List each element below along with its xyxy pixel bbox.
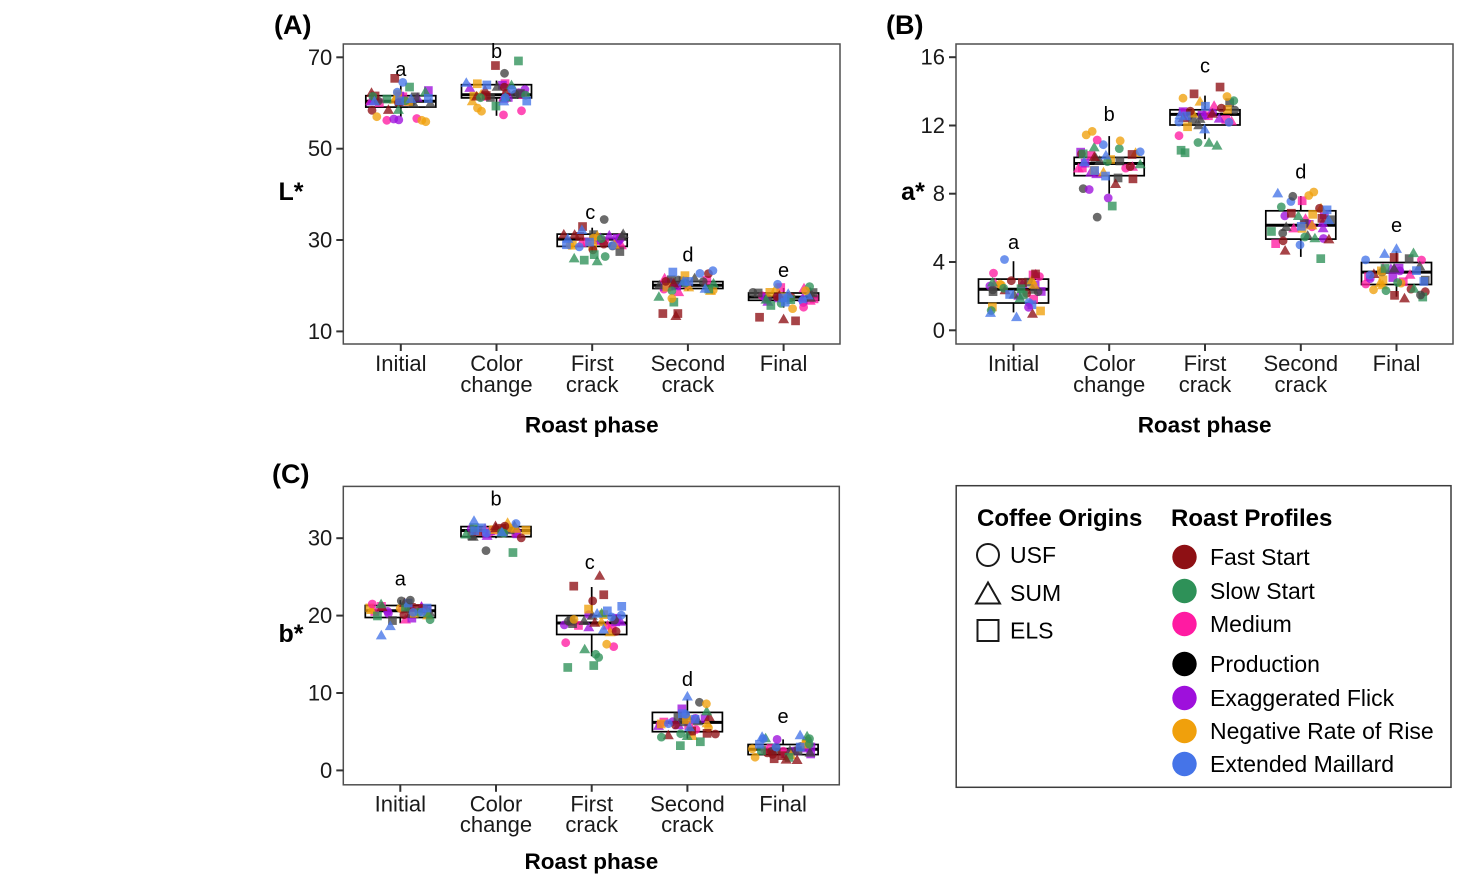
svg-text:70: 70 bbox=[308, 45, 332, 70]
svg-text:4: 4 bbox=[933, 250, 945, 275]
svg-text:Roast phase: Roast phase bbox=[525, 849, 659, 874]
svg-text:e: e bbox=[778, 706, 789, 728]
svg-text:Final: Final bbox=[760, 351, 808, 376]
svg-text:change: change bbox=[460, 372, 532, 397]
svg-text:First: First bbox=[571, 351, 614, 376]
svg-text:Initial: Initial bbox=[375, 351, 426, 376]
svg-text:d: d bbox=[1295, 161, 1306, 183]
svg-text:8: 8 bbox=[933, 181, 945, 206]
svg-text:50: 50 bbox=[308, 136, 332, 161]
svg-text:change: change bbox=[1073, 372, 1145, 397]
svg-text:(A): (A) bbox=[274, 10, 311, 40]
svg-text:d: d bbox=[682, 669, 693, 691]
svg-text:change: change bbox=[460, 812, 532, 837]
svg-text:Color: Color bbox=[470, 791, 523, 816]
svg-text:Final: Final bbox=[759, 791, 807, 816]
svg-text:Exaggerated Flick: Exaggerated Flick bbox=[1210, 685, 1395, 711]
svg-text:Second: Second bbox=[1263, 351, 1338, 376]
svg-text:c: c bbox=[585, 202, 595, 224]
svg-text:crack: crack bbox=[1179, 372, 1233, 397]
svg-text:e: e bbox=[778, 260, 789, 282]
svg-text:Production: Production bbox=[1210, 651, 1320, 677]
svg-text:a: a bbox=[395, 568, 407, 590]
svg-text:b: b bbox=[491, 41, 502, 63]
svg-text:L*: L* bbox=[279, 178, 304, 206]
svg-text:(C): (C) bbox=[272, 459, 309, 489]
svg-text:Color: Color bbox=[1083, 351, 1136, 376]
svg-text:e: e bbox=[1391, 215, 1402, 237]
svg-text:Medium: Medium bbox=[1210, 611, 1292, 637]
svg-text:a: a bbox=[1008, 232, 1020, 254]
svg-text:Second: Second bbox=[650, 791, 725, 816]
svg-text:Coffee Origins: Coffee Origins bbox=[977, 505, 1142, 532]
svg-text:First: First bbox=[570, 791, 613, 816]
svg-text:10: 10 bbox=[308, 319, 332, 344]
svg-text:c: c bbox=[585, 552, 595, 574]
svg-text:12: 12 bbox=[921, 113, 945, 138]
svg-text:Initial: Initial bbox=[988, 351, 1039, 376]
svg-text:b: b bbox=[490, 489, 501, 511]
svg-text:0: 0 bbox=[933, 318, 945, 343]
svg-text:Roast phase: Roast phase bbox=[1138, 413, 1272, 438]
svg-text:30: 30 bbox=[308, 526, 332, 551]
svg-text:crack: crack bbox=[566, 372, 620, 397]
svg-text:20: 20 bbox=[308, 603, 332, 628]
svg-text:10: 10 bbox=[308, 681, 332, 706]
svg-text:b*: b* bbox=[279, 620, 304, 648]
svg-text:(B): (B) bbox=[886, 10, 923, 40]
svg-text:crack: crack bbox=[565, 812, 619, 837]
svg-text:30: 30 bbox=[308, 228, 332, 253]
svg-text:c: c bbox=[1200, 56, 1210, 78]
svg-text:b: b bbox=[1104, 104, 1115, 126]
svg-text:crack: crack bbox=[1275, 372, 1329, 397]
svg-text:d: d bbox=[682, 245, 693, 267]
svg-text:SUM: SUM bbox=[1010, 580, 1061, 606]
svg-text:0: 0 bbox=[320, 758, 332, 783]
svg-text:Slow Start: Slow Start bbox=[1210, 578, 1315, 604]
svg-text:Extended Maillard: Extended Maillard bbox=[1210, 751, 1394, 777]
svg-text:Negative Rate of Rise: Negative Rate of Rise bbox=[1210, 718, 1434, 744]
svg-text:Fast Start: Fast Start bbox=[1210, 544, 1310, 570]
svg-text:16: 16 bbox=[921, 45, 945, 70]
svg-text:Second: Second bbox=[651, 351, 726, 376]
svg-text:crack: crack bbox=[661, 812, 715, 837]
svg-text:Initial: Initial bbox=[375, 791, 426, 816]
svg-text:Final: Final bbox=[1373, 351, 1421, 376]
svg-text:crack: crack bbox=[662, 372, 716, 397]
svg-text:ELS: ELS bbox=[1010, 618, 1053, 644]
svg-text:USF: USF bbox=[1010, 542, 1056, 568]
svg-text:Roast Profiles: Roast Profiles bbox=[1171, 505, 1332, 532]
svg-text:Color: Color bbox=[470, 351, 523, 376]
svg-text:Roast phase: Roast phase bbox=[525, 413, 659, 438]
svg-text:a*: a* bbox=[901, 178, 925, 206]
svg-text:First: First bbox=[1184, 351, 1227, 376]
